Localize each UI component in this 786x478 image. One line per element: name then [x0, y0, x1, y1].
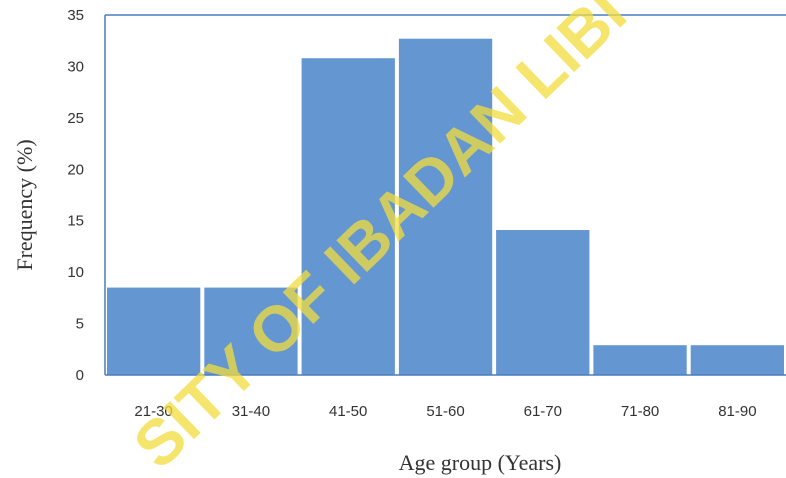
x-tick-label: 61-70 [524, 403, 562, 420]
x-tick-label: 41-50 [329, 403, 367, 420]
y-tick-label: 30 [67, 58, 84, 75]
bar-81-90 [690, 345, 784, 375]
bar-71-80 [593, 345, 687, 375]
bar-61-70 [496, 230, 590, 375]
bar-51-60 [398, 38, 493, 375]
x-tick-label: 31-40 [232, 403, 270, 420]
bars-group [107, 38, 784, 375]
bar-21-30 [107, 287, 201, 375]
bar-41-50 [301, 58, 395, 375]
x-tick-labels: 21-30 31-40 41-50 51-60 61-70 71-80 81-90 [134, 403, 756, 420]
plot-frame [104, 14, 786, 376]
x-tick-label: 21-30 [134, 403, 172, 420]
y-tick-label: 10 [67, 264, 84, 281]
y-tick-label: 25 [67, 110, 84, 127]
y-tick-label: 0 [76, 367, 84, 384]
y-tick-labels: 0 5 10 15 20 25 30 35 [67, 7, 84, 384]
y-tick-label: 15 [67, 213, 84, 230]
y-tick-label: 5 [76, 316, 84, 333]
x-tick-label: 81-90 [718, 403, 756, 420]
x-tick-label: 51-60 [426, 403, 464, 420]
y-tick-label: 35 [67, 7, 84, 24]
y-axis-title: Frequency (%) [12, 139, 37, 270]
y-tick-label: 20 [67, 161, 84, 178]
x-tick-label: 71-80 [621, 403, 659, 420]
bar-31-40 [204, 287, 298, 375]
x-axis-title: Age group (Years) [399, 450, 562, 475]
